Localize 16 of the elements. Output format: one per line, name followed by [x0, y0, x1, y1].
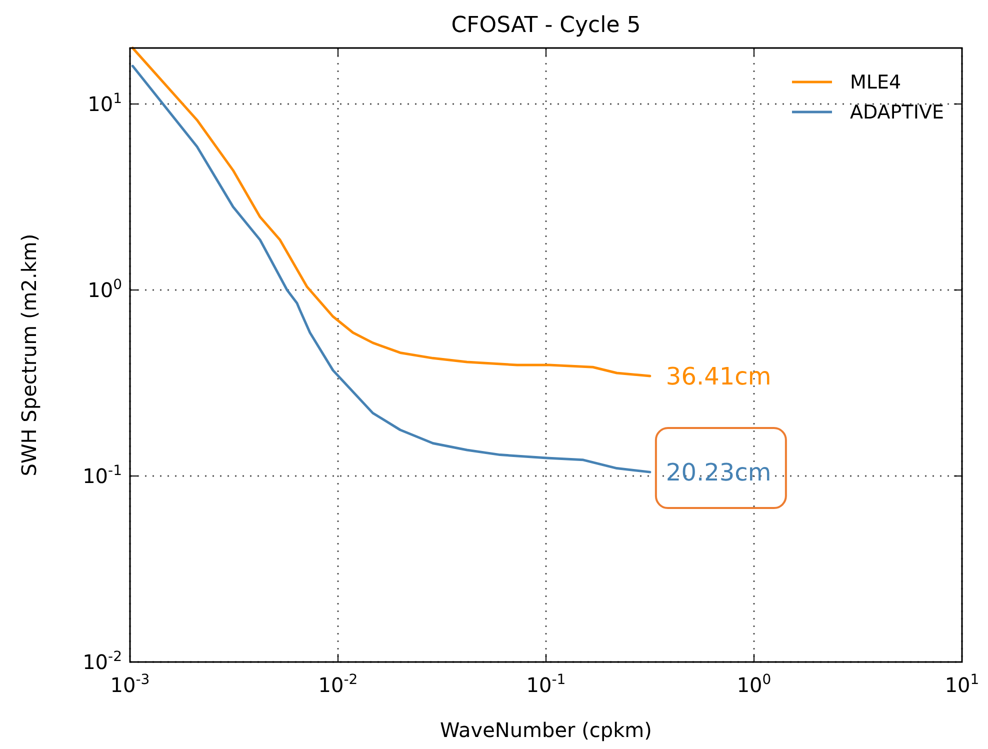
y-axis-title: SWH Spectrum (m2.km): [17, 234, 41, 476]
chart-title: CFOSAT - Cycle 5: [451, 13, 641, 38]
x-tick-label: 10$^{-2}$: [318, 672, 358, 697]
y-tick-label: 10$^{-1}$: [82, 462, 122, 488]
y-tick-label: 10$^{0}$: [88, 276, 122, 302]
x-tick-label: 10$^{-3}$: [110, 672, 150, 697]
x-tick-label: 10$^{1}$: [944, 672, 980, 697]
x-tick-label: 10$^{-1}$: [526, 672, 566, 697]
x-tick-label: 10$^{0}$: [736, 672, 772, 697]
x-axis-title: WaveNumber (cpkm): [440, 718, 652, 742]
annotation: 36.41cm: [666, 362, 772, 390]
annotation: 20.23cm: [666, 458, 772, 486]
y-tick-label: 10$^{-2}$: [82, 649, 122, 674]
legend-label: ADAPTIVE: [850, 102, 944, 124]
legend-label: MLE4: [850, 72, 902, 94]
y-tick-label: 10$^{1}$: [88, 90, 122, 116]
